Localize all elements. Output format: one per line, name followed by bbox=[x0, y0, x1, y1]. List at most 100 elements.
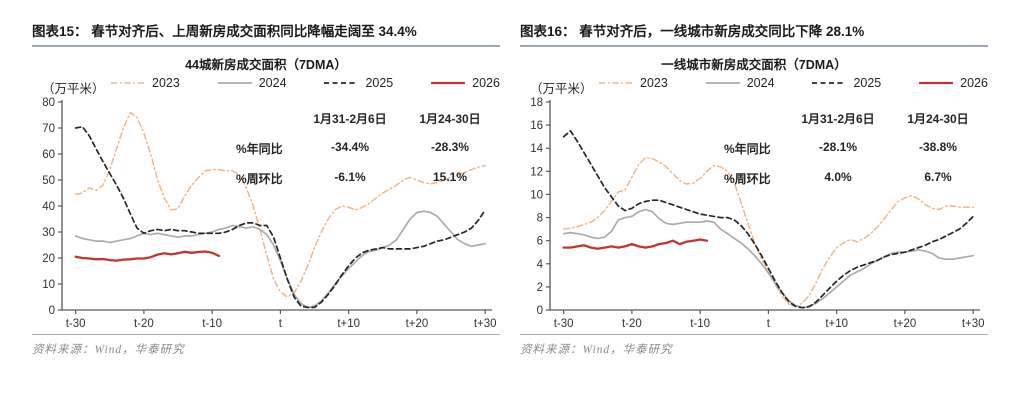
x-tick-label: t-10 bbox=[202, 318, 222, 330]
y-tick-label: 60 bbox=[42, 149, 55, 161]
table-corner-cell bbox=[236, 110, 298, 127]
legend-line-swatch-2026 bbox=[431, 81, 466, 85]
x-tick-label: t+20 bbox=[894, 318, 917, 330]
series-line-2026 bbox=[562, 238, 709, 250]
table-col-header-0: 1月31-2月6日 bbox=[801, 112, 875, 126]
y-tick-label: 16 bbox=[530, 120, 543, 132]
legend-label-2023: 2023 bbox=[640, 76, 668, 90]
figure-16-stats-table: 1月31-2月6日 1月24-30日 %年同比 -28.1% -38.8% %周环比 4.0… bbox=[724, 110, 986, 187]
series-line-2025 bbox=[562, 130, 975, 309]
legend-line-swatch-2024 bbox=[705, 82, 740, 84]
table-col-header-1: 1月24-30日 bbox=[419, 112, 481, 126]
y-tick-label: 10 bbox=[530, 189, 543, 201]
x-tick-label: t+20 bbox=[406, 318, 429, 330]
y-tick-label: 0 bbox=[49, 305, 55, 317]
figure-15-stats-table: 1月31-2月6日 1月24-30日 %年同比 -34.4% -28.3% %周环比 -6.… bbox=[236, 110, 498, 187]
table-col-header-1: 1月24-30日 bbox=[907, 112, 969, 126]
legend-label-2023: 2023 bbox=[152, 76, 180, 90]
legend-item-2023: 2023 bbox=[110, 76, 180, 90]
x-tick-label: t-30 bbox=[554, 318, 574, 330]
x-tick-label: t-20 bbox=[134, 318, 154, 330]
y-tick-label: 0 bbox=[537, 305, 543, 317]
series-line-2023 bbox=[563, 156, 974, 308]
table-cell-1-1: 15.1% bbox=[432, 170, 468, 184]
report-figures-row: 图表15： 春节对齐后、上周新房成交面积同比降幅走阔至 34.4% 44城新房成… bbox=[32, 20, 988, 357]
legend-item-2023: 2023 bbox=[598, 76, 668, 90]
table-row-label-0: %年同比 bbox=[236, 142, 283, 156]
y-tick-label: 50 bbox=[42, 175, 55, 187]
y-tick-label: 80 bbox=[42, 97, 55, 109]
figure-15-y-axis-unit: （万平米） bbox=[42, 82, 105, 96]
table-corner-cell bbox=[724, 110, 786, 127]
table-cell-0-0: -28.1% bbox=[818, 140, 858, 154]
y-tick-label: 12 bbox=[530, 166, 543, 178]
table-row-label-1: %周环比 bbox=[236, 172, 283, 186]
x-tick-label: t bbox=[767, 318, 771, 330]
legend-item-2026: 2026 bbox=[918, 76, 988, 90]
y-tick-label: 18 bbox=[530, 97, 543, 109]
y-tick-label: 6 bbox=[537, 236, 543, 248]
y-tick-label: 2 bbox=[537, 282, 543, 294]
legend-label-2025: 2025 bbox=[853, 76, 882, 90]
y-tick-label: 14 bbox=[530, 143, 543, 155]
table-cell-1-1: 6.7% bbox=[924, 170, 952, 184]
y-tick-label: 4 bbox=[537, 259, 544, 271]
legend-label-2025: 2025 bbox=[365, 76, 394, 90]
table-row-label-1: %周环比 bbox=[724, 172, 771, 186]
series-line-2025 bbox=[74, 125, 487, 309]
figure-15-panel: 图表15： 春节对齐后、上周新房成交面积同比降幅走阔至 34.4% 44城新房成… bbox=[32, 20, 500, 357]
table-cell-0-1: -28.3% bbox=[430, 140, 470, 154]
x-tick-label: t+10 bbox=[825, 318, 848, 330]
x-tick-label: t-30 bbox=[66, 318, 86, 330]
series-line-2024 bbox=[562, 208, 975, 309]
y-tick-label: 30 bbox=[42, 227, 55, 239]
legend-label-2024: 2024 bbox=[258, 76, 287, 90]
table-cell-0-1: -38.8% bbox=[918, 140, 958, 154]
legend-label-2026: 2026 bbox=[472, 76, 500, 90]
legend-line-swatch-2023 bbox=[599, 82, 633, 84]
y-tick-label: 40 bbox=[42, 201, 55, 213]
figure-16-source: 资料来源：Wind，华泰研究 bbox=[520, 334, 988, 357]
x-tick-label: t-10 bbox=[690, 318, 710, 330]
figure-16-panel: 图表16： 春节对齐后，一线城市新房成交同比下降 28.1% 一线城市新房成交面… bbox=[520, 20, 988, 357]
legend-line-swatch-2026 bbox=[919, 81, 954, 85]
figure-16-title: 图表16： 春节对齐后，一线城市新房成交同比下降 28.1% bbox=[520, 20, 988, 47]
figure-16-chart-title: 一线城市新房成交面积（7DMA） bbox=[661, 58, 847, 72]
x-tick-label: t-20 bbox=[622, 318, 642, 330]
legend-item-2024: 2024 bbox=[217, 76, 287, 90]
figure-16-line-chart: 0 2 4 6 8 10 12 14 16 18 t-30 t-20 t-10 t t+10 t+20 t+30 bbox=[530, 97, 985, 330]
figure-16-legend-row: （万平米） 2023 2024 2025 2026 bbox=[520, 76, 988, 96]
figure-15-line-chart: 0 10 20 30 40 50 60 70 80 t-30 t-20 t-10 t t+10 t+20 t+… bbox=[42, 97, 497, 330]
legend-line-swatch-2025 bbox=[324, 82, 359, 84]
figure-15-legend-row: （万平米） 2023 2024 2025 2026 bbox=[32, 76, 500, 96]
series-line-2023 bbox=[75, 111, 486, 298]
table-row-label-0: %年同比 bbox=[724, 142, 771, 156]
legend-label-2024: 2024 bbox=[746, 76, 775, 90]
figure-15-plot-area: 0 10 20 30 40 50 60 70 80 t-30 t-20 t-10 t t+10 t+20 t+… bbox=[32, 96, 500, 334]
table-cell-0-0: -34.4% bbox=[330, 140, 370, 154]
figure-15-source: 资料来源：Wind，华泰研究 bbox=[32, 334, 500, 357]
y-tick-label: 20 bbox=[42, 253, 55, 265]
legend-item-2026: 2026 bbox=[430, 76, 500, 90]
figure-16-plot-area: 0 2 4 6 8 10 12 14 16 18 t-30 t-20 t-10 t t+10 t+20 t+30… bbox=[520, 96, 988, 334]
y-tick-label: 10 bbox=[42, 279, 55, 291]
x-tick-label: t+10 bbox=[337, 318, 360, 330]
legend-item-2025: 2025 bbox=[811, 76, 881, 90]
table-cell-1-0: -6.1% bbox=[334, 170, 366, 184]
legend-item-2024: 2024 bbox=[705, 76, 775, 90]
legend-line-swatch-2025 bbox=[812, 82, 847, 84]
figure-16-legend: 2023 2024 2025 2026 bbox=[598, 76, 988, 90]
table-cell-1-0: 4.0% bbox=[824, 170, 852, 184]
table-col-header-0: 1月31-2月6日 bbox=[313, 112, 387, 126]
figure-16-y-axis-unit: （万平米） bbox=[530, 82, 593, 96]
legend-line-swatch-2024 bbox=[217, 82, 252, 84]
figure-15-legend: 2023 2024 2025 2026 bbox=[110, 76, 500, 90]
x-tick-label: t bbox=[279, 318, 283, 330]
series-line-2026 bbox=[74, 250, 221, 262]
x-tick-label: t+30 bbox=[962, 318, 985, 330]
legend-label-2026: 2026 bbox=[960, 76, 988, 90]
y-tick-label: 70 bbox=[42, 123, 55, 135]
y-tick-label: 8 bbox=[537, 213, 543, 225]
figure-15-chart-title: 44城新房成交面积（7DMA） bbox=[185, 58, 347, 72]
x-tick-label: t+30 bbox=[474, 318, 497, 330]
